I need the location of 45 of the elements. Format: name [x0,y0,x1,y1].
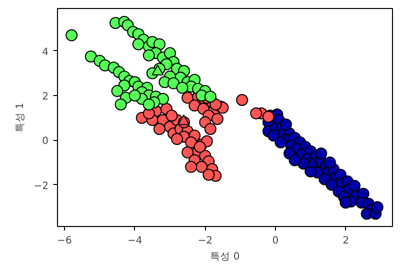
point [111,85,124,98]
x-tick-label: 2 [342,236,349,246]
point [288,154,301,166]
point [153,123,166,135]
point [280,118,292,131]
point [236,94,248,106]
y-axis-title: 특성 1 [14,102,26,132]
point [114,98,127,110]
point [202,168,215,181]
y-tick-label: −2 [34,180,49,192]
point [340,196,352,209]
x-tick-label: −6 [57,236,72,246]
x-axis-title: 특성 0 [210,252,240,262]
point [210,98,222,110]
point [164,47,176,60]
point [142,49,155,62]
point [204,123,216,135]
point [348,180,361,192]
point [153,38,166,50]
x-tick-label: −2 [198,236,213,246]
point [142,98,155,110]
y-tick-label: 4 [42,46,49,58]
x-tick-label: −4 [127,236,142,246]
point [66,29,78,42]
point [315,148,328,160]
point [250,107,262,120]
point [166,110,178,122]
point [188,100,201,112]
point [171,133,184,146]
point [128,90,141,102]
point [185,160,198,173]
x-tick-label: 0 [272,236,279,246]
point [182,146,194,158]
y-tick-label: 2 [42,92,49,103]
point [132,38,144,50]
y-tick-label: 0 [42,136,49,148]
point [324,156,336,168]
point [371,201,384,214]
point [204,90,216,103]
point [84,50,97,62]
point [211,112,224,125]
point [176,82,188,94]
point [274,136,287,148]
point [178,114,190,126]
point [168,77,180,90]
